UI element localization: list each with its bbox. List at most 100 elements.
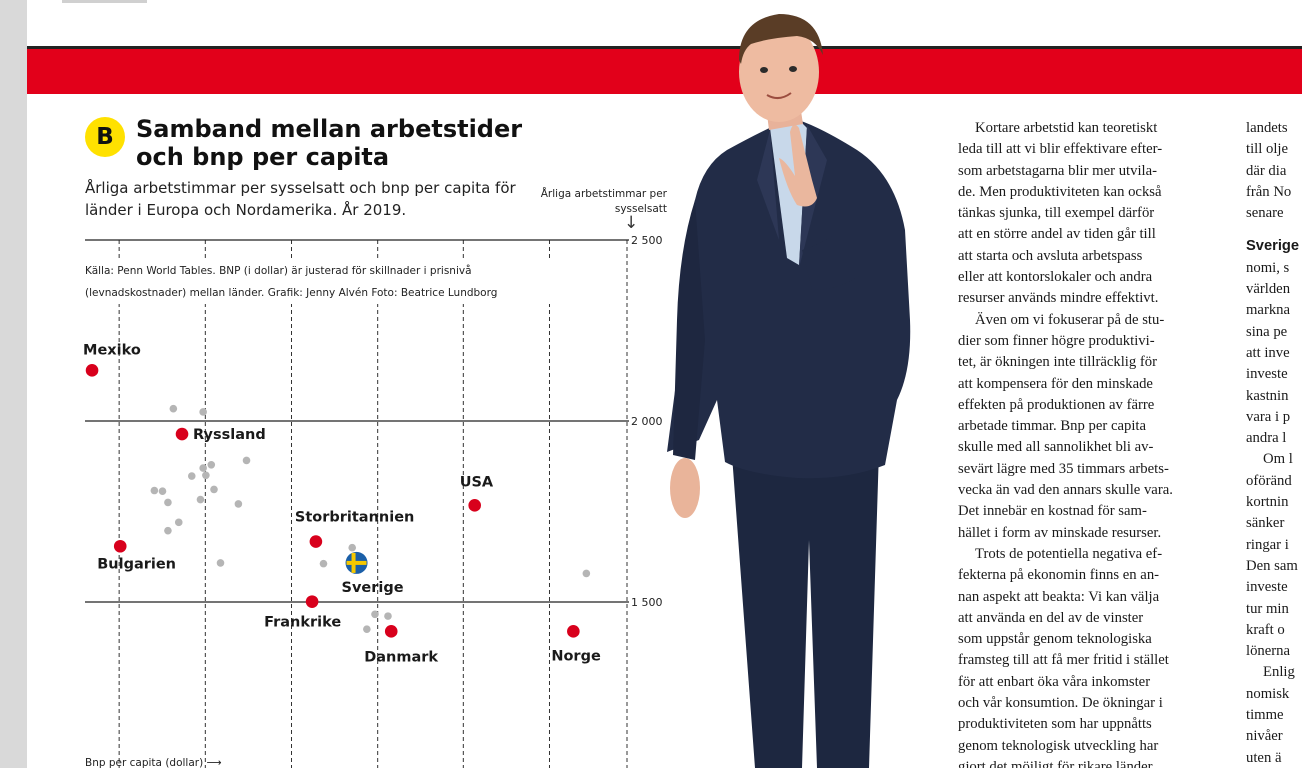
article-line: Den sam xyxy=(1246,557,1298,574)
article-line: markna xyxy=(1246,302,1291,319)
article-line: kraft o xyxy=(1246,621,1285,638)
country-label: Norge xyxy=(551,648,601,664)
country-label: Mexiko xyxy=(83,342,141,358)
data-point xyxy=(196,495,205,504)
highlight-point xyxy=(567,625,580,638)
article-column-2: landets till olje där dia från No senare Sver… xyxy=(1246,118,1302,768)
article-line: till olje xyxy=(1246,141,1289,158)
highlight-point xyxy=(384,625,398,638)
data-point xyxy=(169,404,178,413)
y-axis-arrow-icon: ↓ xyxy=(624,213,639,233)
y-tick-label: 2 000 xyxy=(631,415,663,428)
article-line: nomisk xyxy=(1246,685,1290,702)
article-line: och vår konsumtion. De ökningar i xyxy=(958,695,1163,712)
article-line: skulle med all sannolikhet bli av- xyxy=(958,439,1154,456)
chart-subtitle: Årliga arbetstimmar per sysselsatt och b… xyxy=(85,179,516,219)
data-point xyxy=(187,472,196,480)
chart-source-note: Källa: Penn World Tables. BNP (i dollar)… xyxy=(85,260,565,304)
article-line: kortnin xyxy=(1246,494,1289,511)
data-point xyxy=(174,518,183,527)
article-line: de. Men produktiviteten kan också xyxy=(958,183,1162,200)
article-line: andra l xyxy=(1246,430,1287,447)
article-line: att kompensera för den minskade xyxy=(958,375,1153,392)
y-axis-title: Årliga arbetstimmar per sysselsatt xyxy=(540,188,667,215)
data-point xyxy=(582,569,591,578)
article-line: genom teknologisk utveckling har xyxy=(958,737,1159,754)
article-line: sevärt lägre med 35 timmars arbets- xyxy=(958,460,1169,477)
paragraph-gap xyxy=(1246,224,1302,236)
data-point xyxy=(199,464,207,472)
article-line: att inve xyxy=(1246,344,1290,361)
data-point xyxy=(216,559,225,567)
article-line: Kortare arbetstid kan teoretiskt xyxy=(975,120,1158,136)
data-point xyxy=(158,487,167,496)
data-point xyxy=(164,498,172,507)
article-line: landets xyxy=(1246,120,1288,136)
red-header-band xyxy=(27,49,1302,94)
country-label: Sverige xyxy=(342,580,404,596)
article-line: vara i p xyxy=(1246,408,1291,425)
article-line: världen xyxy=(1246,281,1291,298)
article-line: effekten på produktionen av färre xyxy=(958,396,1155,413)
article-line: att starta och avsluta arbetspass xyxy=(958,247,1143,264)
article-line: senare xyxy=(1246,205,1284,222)
article-line: timme xyxy=(1246,707,1284,724)
article-line: Sverige xyxy=(1246,238,1300,255)
data-point xyxy=(319,559,328,568)
article-line: resurser används mindre effektivt. xyxy=(958,290,1159,307)
chart-title: Samband mellan arbetstider och bnp per c… xyxy=(136,115,523,171)
article-line: att använda en del av de vinster xyxy=(958,609,1144,626)
article-line: Trots de potentiella negativa ef- xyxy=(975,545,1163,562)
y-tick-label: 2 500 xyxy=(631,234,663,247)
article-line: investe xyxy=(1246,366,1288,383)
article-line: lönerna xyxy=(1246,643,1291,660)
flag-cross-horizontal xyxy=(346,560,367,565)
data-point xyxy=(242,456,251,465)
article-line: ringar i xyxy=(1246,536,1289,553)
data-point xyxy=(150,486,159,495)
data-point xyxy=(202,471,210,480)
article-line: vecka än vad den annars skulle vara. xyxy=(958,482,1173,499)
country-label: Bulgarien xyxy=(97,556,176,572)
article-line: eller att kontorslokaler och andra xyxy=(958,269,1153,286)
article-line: där dia xyxy=(1246,162,1287,179)
country-label: Ryssland xyxy=(193,427,266,443)
data-point xyxy=(363,625,371,633)
article-line: som arbetstagarna blir mer utvila- xyxy=(958,162,1158,179)
article-line: från No xyxy=(1246,183,1292,200)
highlight-point xyxy=(305,595,319,608)
article-line: sina pe xyxy=(1246,323,1288,340)
article-line: kastnin xyxy=(1246,387,1289,404)
scatter-chart: 2 500 2 000 1 500 Mexiko Ryssland Bulgarien St… xyxy=(83,234,663,768)
highlight-point xyxy=(175,427,189,441)
article-line: nan aspekt att beakta: Vi kan välja xyxy=(958,588,1160,605)
article-line: att en större andel av tiden går till xyxy=(958,226,1156,243)
article-line: arbetade timmar. Bnp per capita xyxy=(958,418,1147,435)
article-line: Även om vi fokuserar på de stu- xyxy=(975,311,1165,328)
person-photo xyxy=(667,14,911,768)
article-line: tänkas sjunka, till exempel därför xyxy=(958,205,1155,222)
data-point xyxy=(371,610,379,619)
data-point xyxy=(234,500,243,508)
article-line: nomi, s xyxy=(1246,259,1290,276)
article-line: tur min xyxy=(1246,600,1289,617)
article-line: sänker xyxy=(1246,515,1285,532)
article-line: produktiviteten som har uppnåtts xyxy=(958,716,1152,733)
article-line: fekterna på ekonomin finns en an- xyxy=(958,567,1160,584)
highlight-point xyxy=(85,364,99,377)
data-point xyxy=(207,461,216,469)
article-line: investe xyxy=(1246,579,1288,596)
data-point xyxy=(210,485,218,494)
figure-badge: B xyxy=(85,117,125,157)
highlight-point xyxy=(468,499,481,512)
article-line: tet, är ökningen inte tillräcklig för xyxy=(958,354,1158,371)
flag-cross-vertical xyxy=(351,552,356,573)
article-line: framsteg till att få mer fritid i ställe… xyxy=(958,652,1169,669)
article-line: som uppstår genom teknologiska xyxy=(958,631,1152,648)
country-label: Danmark xyxy=(364,649,438,665)
article-line: gjort det möjligt för rikare länder xyxy=(958,758,1153,768)
article-line: för att enbart öka våra inkomster xyxy=(958,673,1151,690)
highlight-point xyxy=(113,539,127,553)
country-label: Frankrike xyxy=(264,615,341,631)
highlight-point xyxy=(309,535,323,548)
